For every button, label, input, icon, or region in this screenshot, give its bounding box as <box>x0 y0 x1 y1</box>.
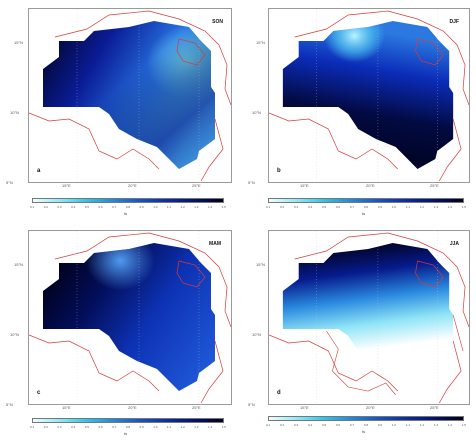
colorbar <box>268 416 464 421</box>
country-border <box>269 232 469 404</box>
map-panel-a: 15°N 10°N 5°N <box>0 0 238 221</box>
y-tick: 5°N <box>248 402 255 407</box>
map-frame: DJF b <box>268 8 470 183</box>
seasonal-map-jja <box>269 231 469 404</box>
colorbar <box>268 198 464 203</box>
panel-letter: d <box>277 390 281 396</box>
x-tick: 25°E <box>430 183 439 188</box>
y-tick: 15°N <box>256 262 265 267</box>
y-tick: 15°N <box>14 40 23 45</box>
season-label: JJA <box>449 241 459 247</box>
y-tick: 10°N <box>252 332 261 337</box>
y-tick: 5°N <box>6 180 13 185</box>
panel-letter: c <box>37 390 41 396</box>
country-border <box>29 232 231 404</box>
season-label: MAM <box>209 241 221 247</box>
map-frame: MAM c <box>28 230 232 405</box>
x-tick: 25°E <box>192 405 201 410</box>
x-tick: 15°E <box>300 405 309 410</box>
colorbar-unit: ts <box>124 431 128 436</box>
seasonal-map-son <box>29 9 231 182</box>
x-tick: 20°E <box>128 405 137 410</box>
map-panel-b: 15°N 10°N 5°N <box>238 0 476 221</box>
country-border <box>29 10 231 182</box>
colorbar <box>32 418 224 423</box>
x-tick: 15°E <box>62 183 71 188</box>
colorbar-unit: ts <box>362 211 366 216</box>
map-panel-c: 15°N 10°N 5°N <box>0 222 238 443</box>
x-tick: 20°E <box>366 183 375 188</box>
y-tick: 5°N <box>6 402 13 407</box>
y-tick: 15°N <box>14 262 23 267</box>
lake-outline <box>176 260 206 288</box>
country-border <box>326 314 464 396</box>
y-tick: 10°N <box>10 332 19 337</box>
x-tick: 15°E <box>300 183 309 188</box>
map-frame: SON a <box>28 8 232 183</box>
colorbar-unit: ts <box>362 429 366 434</box>
colorbar-ticks: 0.1 0.2 0.3 0.4 0.5 0.6 0.7 0.8 0.9 1.0 1.1 1.2 1.3 1… <box>30 425 226 429</box>
colorbar <box>32 198 224 203</box>
x-tick: 25°E <box>430 405 439 410</box>
panel-letter: b <box>277 168 281 174</box>
data-field <box>282 243 454 391</box>
seasonal-map-mam <box>29 231 231 404</box>
season-label: SON <box>212 19 223 25</box>
y-tick: 5°N <box>248 180 255 185</box>
map-frame: JJA d <box>268 230 470 405</box>
x-tick: 25°E <box>192 183 201 188</box>
colorbar-unit: ts <box>124 211 128 216</box>
panel-letter: a <box>37 168 41 174</box>
lake-outline <box>176 38 206 66</box>
x-tick: 15°E <box>62 405 71 410</box>
lake-outline <box>415 260 444 288</box>
colorbar-ticks: 0.1 0.2 0.3 0.4 0.5 0.6 0.7 0.8 0.9 1.0 1.1 1.2 1.3 1… <box>30 205 226 209</box>
season-label: DJF <box>449 19 459 25</box>
colorbar-ticks: 0.1 0.2 0.3 0.4 0.5 0.6 0.7 0.8 0.9 1.0 1.1 1.2 1.3 1… <box>266 205 466 209</box>
x-tick: 20°E <box>128 183 137 188</box>
lake-outline <box>415 38 444 66</box>
y-tick: 10°N <box>10 110 19 115</box>
x-tick: 20°E <box>366 405 375 410</box>
colorbar-ticks: 0.1 0.2 0.3 0.4 0.5 0.6 0.7 0.8 0.9 1.0 1.1 1.2 1.3 1… <box>266 423 466 427</box>
map-panel-d: 15°N 10°N 5°N JJA d 15° <box>238 222 476 443</box>
y-tick: 15°N <box>256 40 265 45</box>
y-tick: 10°N <box>252 110 261 115</box>
country-border <box>269 10 469 182</box>
seasonal-map-djf <box>269 9 469 182</box>
